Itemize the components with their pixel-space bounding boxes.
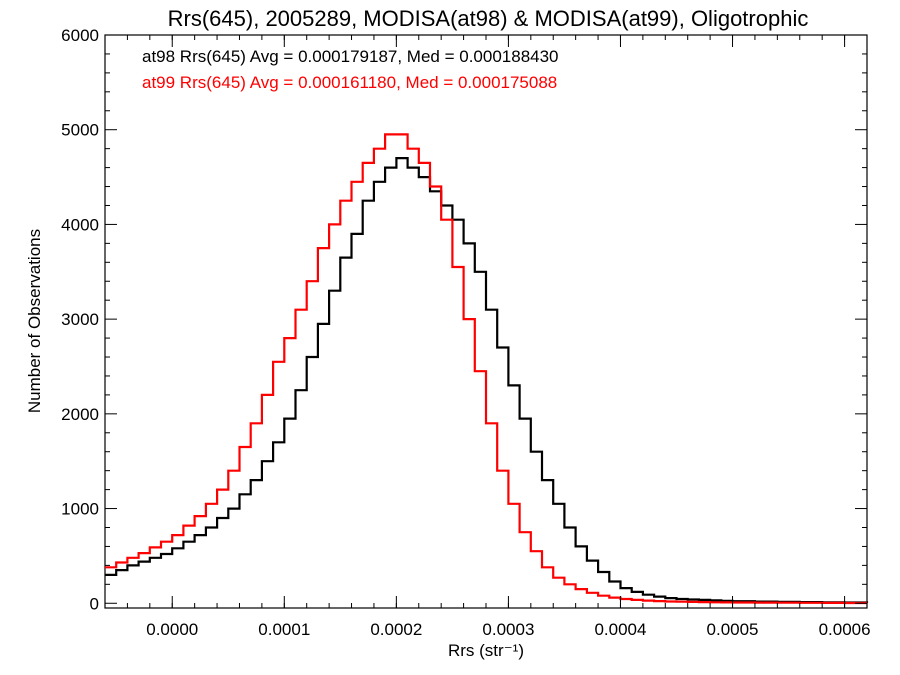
x-tick-label: 0.0000 [146, 620, 198, 639]
series-layer [105, 133, 869, 605]
x-tick-label: 0.0004 [594, 620, 646, 639]
y-tick-label: 2000 [61, 405, 99, 424]
x-axis-label: Rrs (str⁻¹) [448, 641, 524, 660]
y-tick-labels: 0 1000 2000 3000 4000 5000 6000 [61, 26, 99, 613]
x-tick-label: 0.0005 [707, 620, 759, 639]
series-line-at99 [105, 133, 867, 605]
x-tick-label: 0.0006 [819, 620, 871, 639]
plot-area [104, 34, 869, 609]
ticks-layer [104, 34, 868, 608]
y-tick-label: 5000 [61, 121, 99, 140]
x-tick-label: 0.0003 [482, 620, 534, 639]
plot-frame [104, 34, 868, 609]
legend-entry-1: at98 Rrs(645) Avg = 0.000179187, Med = 0… [142, 47, 559, 66]
y-tick-label: 0 [90, 594, 99, 613]
legend-entry-2: at99 Rrs(645) Avg = 0.000161180, Med = 0… [142, 73, 557, 92]
x-tick-label: 0.0001 [258, 620, 310, 639]
y-tick-label: 4000 [61, 215, 99, 234]
y-axis-label: Number of Observations [25, 229, 44, 413]
y-tick-label: 3000 [61, 310, 99, 329]
x-tick-labels: 0.0000 0.0001 0.0002 0.0003 0.0004 0.0005 0.00… [146, 620, 870, 639]
legend: at98 Rrs(645) Avg = 0.000179187, Med = 0… [142, 47, 559, 92]
y-tick-label: 1000 [61, 500, 99, 519]
y-tick-label: 6000 [61, 26, 99, 45]
chart-title: Rrs(645), 2005289, MODISA(at98) & MODISA… [168, 6, 809, 31]
x-tick-label: 0.0002 [370, 620, 422, 639]
